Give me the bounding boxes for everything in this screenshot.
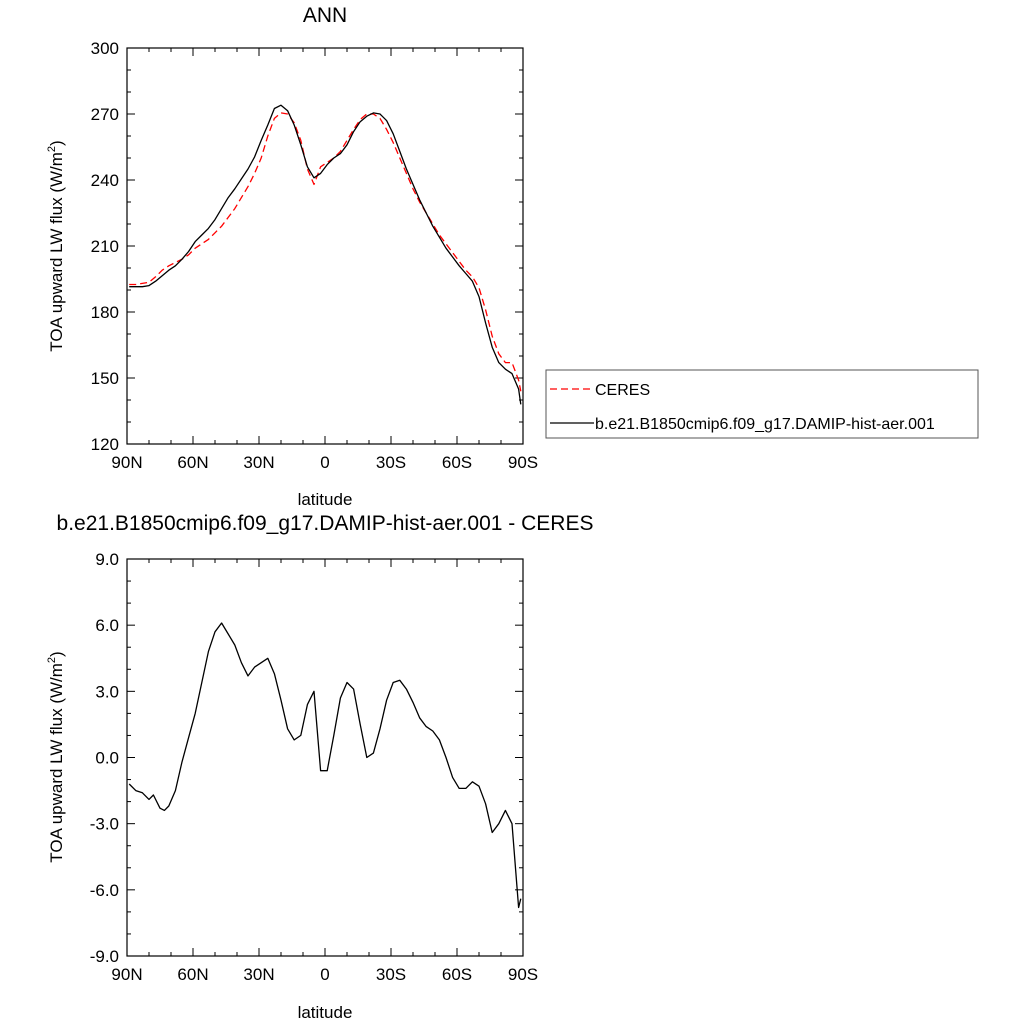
top-series-group bbox=[129, 104, 522, 405]
bottom-plot-frame bbox=[126, 558, 524, 957]
top-y-tick-label: 120 bbox=[91, 435, 119, 454]
bottom-y-label-sup: 2 bbox=[46, 657, 58, 663]
top-y-label-sup: 2 bbox=[46, 146, 58, 152]
top-x-tick-label: 60S bbox=[442, 453, 472, 472]
top-y-label-tail: ) bbox=[47, 140, 66, 146]
bottom-series-line-model bbox=[128, 622, 522, 909]
top-title: ANN bbox=[303, 4, 347, 27]
top-panel: ANN 90N 60N 30N 0 30S 60S 90S 300 270 240 210 180 15… bbox=[46, 4, 979, 509]
bottom-panel: b.e21.B1850cmip6.f09_g17.DAMIP-hist-aer.… bbox=[46, 512, 593, 1022]
bottom-x-tick-label: 60S bbox=[442, 965, 472, 984]
bottom-y-tick-label: -9.0 bbox=[90, 947, 119, 966]
top-y-tick-label: 180 bbox=[91, 303, 119, 322]
top-x-tick-label: 30N bbox=[243, 453, 274, 472]
top-plot-frame bbox=[126, 47, 524, 445]
bottom-y-tick-label: -6.0 bbox=[90, 881, 119, 900]
bottom-y-tick-label: 0.0 bbox=[95, 749, 119, 768]
top-x-tick-label: 90S bbox=[508, 453, 538, 472]
top-y-axis-label: TOA upward LW flux (W/m2) bbox=[46, 140, 66, 351]
top-y-tick-label: 270 bbox=[91, 105, 119, 124]
bottom-gridticks: 90N 60N 30N 0 30S 60S 90S 9.0 6.0 3.0 0.0 -3.0 -6.0 -… bbox=[90, 550, 538, 984]
top-x-tick-label: 90N bbox=[111, 453, 142, 472]
top-y-tick-label: 300 bbox=[91, 39, 119, 58]
bottom-title: b.e21.B1850cmip6.f09_g17.DAMIP-hist-aer.… bbox=[57, 512, 594, 535]
bottom-series-group bbox=[128, 622, 522, 909]
legend: CERES b.e21.B1850cmip6.f09_g17.DAMIP-his… bbox=[545, 369, 979, 439]
top-y-label-main: TOA upward LW flux (W/m bbox=[47, 152, 66, 352]
bottom-x-tick-label: 90S bbox=[508, 965, 538, 984]
top-x-axis-label: latitude bbox=[298, 490, 353, 509]
top-x-tick-label: 30S bbox=[376, 453, 406, 472]
top-y-tick-label: 240 bbox=[91, 171, 119, 190]
top-gridticks: 90N 60N 30N 0 30S 60S 90S 300 270 240 210 180 150 120 bbox=[91, 39, 539, 472]
bottom-x-tick-label: 30N bbox=[243, 965, 274, 984]
top-x-tick-label: 0 bbox=[320, 453, 329, 472]
bottom-y-tick-label: 3.0 bbox=[95, 682, 119, 701]
bottom-x-axis-label: latitude bbox=[298, 1003, 353, 1022]
bottom-y-tick-label: 6.0 bbox=[95, 616, 119, 635]
bottom-y-tick-label: -3.0 bbox=[90, 815, 119, 834]
top-series-line-ceres bbox=[129, 112, 522, 392]
top-y-tick-label: 210 bbox=[91, 237, 119, 256]
legend-box bbox=[545, 369, 979, 439]
bottom-x-tick-label: 0 bbox=[320, 965, 329, 984]
top-series-line-model bbox=[129, 104, 522, 405]
legend-ceres-label: CERES bbox=[595, 382, 650, 399]
bottom-y-label-tail: ) bbox=[47, 651, 66, 657]
legend-model-label: b.e21.B1850cmip6.f09_g17.DAMIP-hist-aer.… bbox=[595, 416, 935, 433]
bottom-y-tick-label: 9.0 bbox=[95, 550, 119, 569]
top-x-tick-label: 60N bbox=[177, 453, 208, 472]
top-y-tick-label: 150 bbox=[91, 369, 119, 388]
bottom-y-axis-label: TOA upward LW flux (W/m2) bbox=[46, 651, 66, 862]
bottom-x-tick-label: 30S bbox=[376, 965, 406, 984]
bottom-x-tick-label: 90N bbox=[111, 965, 142, 984]
bottom-x-tick-label: 60N bbox=[177, 965, 208, 984]
bottom-y-label-main: TOA upward LW flux (W/m bbox=[47, 663, 66, 863]
